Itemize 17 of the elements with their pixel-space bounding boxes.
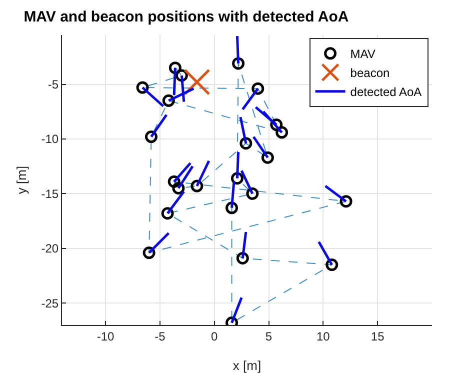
legend-label: MAV: [350, 47, 376, 62]
y-tick-label: -20: [41, 242, 59, 256]
y-tick-label: -25: [41, 296, 59, 310]
y-tick-label: -15: [41, 186, 59, 201]
x-tick-label: -5: [154, 329, 166, 344]
y-axis-title: y [m]: [14, 166, 29, 194]
x-tick-label: 15: [370, 329, 385, 344]
legend-label: detected AoA: [350, 85, 422, 100]
x-axis-title: x [m]: [232, 358, 262, 373]
y-tick-label: -10: [41, 132, 59, 146]
legend-label: beacon: [350, 66, 390, 80]
chart-title: MAV and beacon positions with detected AoA: [24, 8, 349, 26]
x-tick-label: 0: [211, 329, 218, 344]
x-tick-label: 10: [316, 329, 330, 344]
x-tick-label: 5: [265, 329, 272, 344]
x-tick-label: -10: [96, 329, 115, 344]
y-tick-label: -5: [48, 77, 59, 92]
